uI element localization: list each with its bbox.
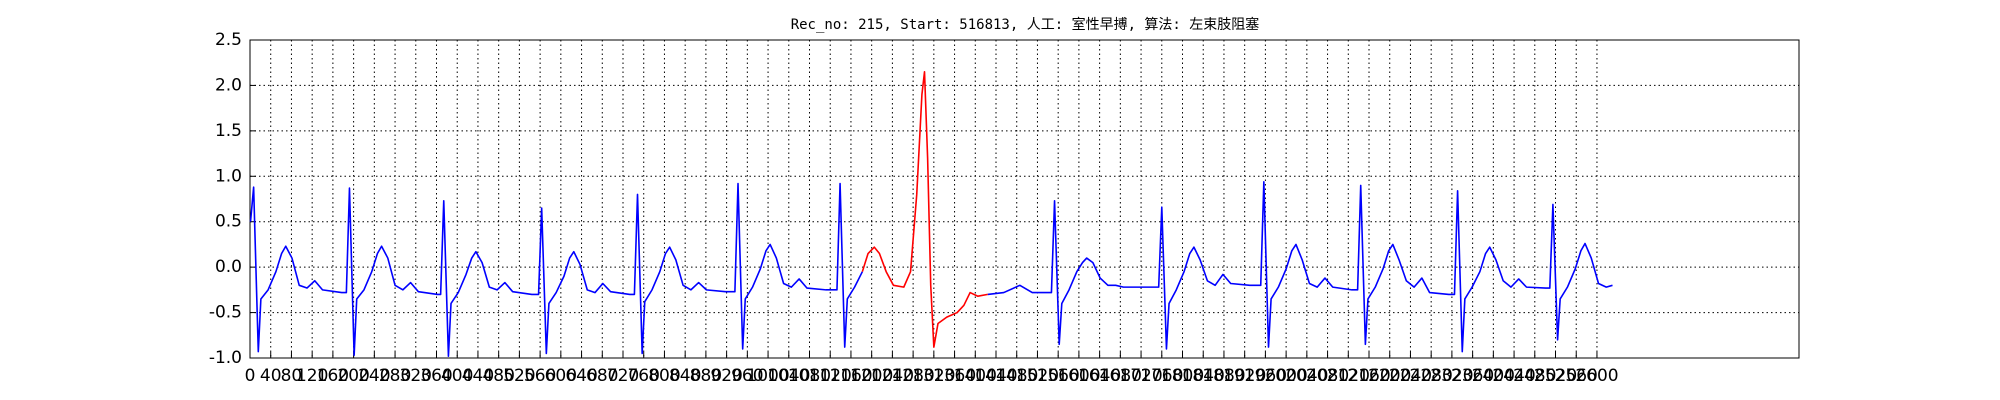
x-tick-label: 960 [731,366,763,386]
x-tick-label: 1640 [1078,366,1121,386]
ecg-line [861,71,988,348]
x-tick-label: 640 [565,366,597,386]
x-tick-label: 1560 [1037,366,1080,386]
x-tick-label: 2520 [1534,366,1577,386]
x-tick-label: 520 [503,366,535,386]
x-tick-label: 2160 [1347,366,1390,386]
x-tick-label: 1880 [1202,366,1245,386]
x-tick-label: 1520 [1016,366,1059,386]
y-tick-label: -1.0 [209,348,242,368]
x-tick-label: 320 [400,366,432,386]
x-tick-label: 560 [524,366,556,386]
x-tick-label: 2200 [1368,366,1411,386]
x-tick-label: 1960 [1244,366,1287,386]
x-tick-label: 160 [317,366,349,386]
x-tick-label: 1360 [933,366,976,386]
x-tick-label: 1480 [995,366,1038,386]
y-tick-label: 1.5 [215,121,242,141]
x-tick-label: 2120 [1327,366,1370,386]
x-tick-label: 1440 [974,366,1017,386]
x-tick-label: 280 [379,366,411,386]
x-tick-label: 1320 [912,366,955,386]
x-tick-label: 920 [710,366,742,386]
x-tick-label: 2360 [1451,366,1494,386]
y-tick-label: 2.5 [215,30,242,50]
x-tick-label: 1280 [891,366,934,386]
x-tick-label: 2440 [1492,366,1535,386]
x-tick-label: 720 [607,366,639,386]
x-tick-label: 1000 [746,366,789,386]
chart-title: Rec_no: 215, Start: 516813, 人工: 室性早搏, 算法… [791,16,1260,33]
x-tick-label: 2400 [1472,366,1515,386]
x-tick-label: 760 [627,366,659,386]
x-tick-label: 2600 [1575,366,1618,386]
x-tick-label: 1160 [829,366,872,386]
y-tick-label: 0.0 [215,257,242,277]
ecg-line [987,180,1613,353]
x-tick-label: 80 [281,366,303,386]
x-tick-label: 2000 [1264,366,1307,386]
x-tick-label: 1040 [767,366,810,386]
x-tick-label: 400 [441,366,473,386]
x-tick-label: 360 [420,366,452,386]
x-tick-label: 40 [260,366,282,386]
x-tick-label: 1920 [1223,366,1266,386]
x-tick-label: 600 [545,366,577,386]
x-tick-label: 2480 [1513,366,1556,386]
x-tick-label: 1840 [1182,366,1225,386]
x-tick-label: 120 [296,366,328,386]
x-tick-label: 2560 [1555,366,1598,386]
x-tick-label: 880 [690,366,722,386]
y-tick-label: 0.5 [215,212,242,232]
x-tick-label: 1600 [1057,366,1100,386]
x-tick-label: 1800 [1161,366,1204,386]
x-tick-label: 2320 [1430,366,1473,386]
x-tick-label: 1080 [788,366,831,386]
x-tick-label: 1240 [871,366,914,386]
x-tick-label: 1760 [1140,366,1183,386]
x-tick-label: 680 [586,366,618,386]
x-tick-label: 480 [482,366,514,386]
x-tick-label: 2240 [1389,366,1432,386]
x-tick-label: 2280 [1410,366,1453,386]
plot-frame [249,39,1800,359]
y-tick-label: 1.0 [215,166,242,186]
x-tick-label: 0 [245,366,256,386]
x-tick-label: 1200 [850,366,893,386]
x-tick-label: 440 [462,366,494,386]
x-tick-label: 1720 [1119,366,1162,386]
x-tick-label: 1680 [1099,366,1142,386]
x-tick-label: 240 [358,366,390,386]
y-tick-label: 2.0 [215,75,242,95]
x-tick-label: 200 [337,366,369,386]
ecg-line [249,182,864,357]
x-tick-label: 840 [669,366,701,386]
y-tick-label: -0.5 [209,303,242,323]
x-tick-label: 1400 [954,366,997,386]
x-tick-label: 800 [648,366,680,386]
x-tick-label: 1120 [809,366,852,386]
x-tick-label: 2080 [1306,366,1349,386]
x-tick-label: 2040 [1285,366,1328,386]
